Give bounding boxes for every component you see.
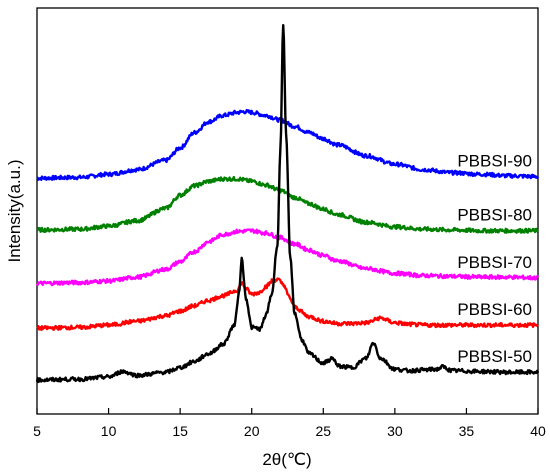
series-label-layer: PBBSI-90 PBBSI-80 PBBSI-70 PBBSI-60 PBBSI-50 [457, 152, 532, 367]
x-tick-label: 20 [244, 423, 260, 439]
series-line-pbbsi-90 [36, 108, 540, 181]
series-line-pbbsi-70 [35, 228, 540, 287]
x-tick-label: 35 [459, 423, 475, 439]
x-tick-label: 10 [101, 423, 117, 439]
series-line-pbbsi-50 [35, 24, 540, 384]
x-axis-ticks: 5 10 15 20 25 30 35 40 [33, 408, 546, 439]
y-axis-title: Intensity(a.u.) [5, 160, 24, 263]
x-tick-label: 5 [33, 423, 41, 439]
series-label-pbbsi-70: PBBSI-70 [457, 253, 532, 272]
x-tick-label: 40 [530, 423, 546, 439]
series-label-pbbsi-60: PBBSI-60 [457, 300, 532, 319]
x-axis-title: 2θ(℃) [262, 450, 311, 469]
series-label-pbbsi-50: PBBSI-50 [457, 347, 532, 366]
x-tick-label: 30 [387, 423, 403, 439]
x-tick-label: 15 [172, 423, 188, 439]
x-tick-label: 25 [315, 423, 331, 439]
plot-area-frame [36, 7, 539, 415]
series-layer [35, 24, 540, 384]
series-line-pbbsi-60 [36, 277, 539, 332]
series-label-pbbsi-80: PBBSI-80 [457, 206, 532, 225]
series-label-pbbsi-90: PBBSI-90 [457, 152, 532, 171]
